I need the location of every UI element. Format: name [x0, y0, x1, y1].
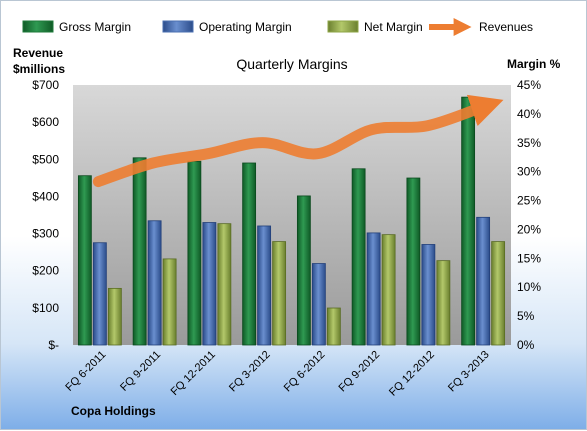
operating-margin-bar — [147, 220, 162, 346]
left-tick-label: $600 — [32, 115, 59, 129]
right-axis: 0% 5% 10% 15% 20% 25% 30% 35% 40% 45% — [517, 78, 541, 352]
net-margin-bar — [326, 307, 341, 346]
company-label: Copa Holdings — [71, 404, 156, 418]
left-tick-label: $100 — [32, 301, 59, 315]
operating-margin-bar — [421, 244, 436, 346]
chart-title: Quarterly Margins — [236, 56, 347, 72]
right-tick-label: 40% — [517, 107, 541, 121]
left-tick-label: $- — [48, 338, 59, 352]
left-axis-label-line2: $millions — [13, 62, 65, 76]
right-tick-label: 35% — [517, 136, 541, 150]
right-tick-label: 15% — [517, 251, 541, 265]
right-tick-label: 20% — [517, 222, 541, 236]
right-tick-label: 30% — [517, 165, 541, 179]
legend-swatch — [327, 20, 359, 33]
gross-margin-bar — [406, 177, 421, 346]
right-tick-label: 45% — [517, 78, 541, 92]
operating-margin-bar — [92, 242, 107, 346]
left-axis-label-line1: Revenue — [13, 46, 63, 60]
gross-margin-bar — [187, 160, 202, 346]
left-tick-label: $500 — [32, 152, 59, 166]
left-tick-label: $300 — [32, 227, 59, 241]
left-tick-label: $700 — [32, 78, 59, 92]
left-tick-label: $400 — [32, 189, 59, 203]
legend: Gross Margin Operating Margin Net Margin Re… — [22, 18, 533, 36]
net-margin-bar — [436, 260, 451, 346]
x-tick-label: FQ 12-2012 — [387, 349, 437, 399]
net-margin-bar — [217, 223, 232, 346]
operating-margin-bar — [202, 222, 217, 346]
operating-margin-bar — [366, 232, 381, 346]
x-tick-label: FQ 6-2012 — [282, 349, 328, 395]
x-tick-label: FQ 3-2013 — [446, 349, 492, 395]
x-tick-label: FQ 6-2011 — [63, 349, 108, 394]
legend-label: Net Margin — [364, 20, 423, 34]
gross-margin-bar — [77, 175, 92, 346]
x-axis: FQ 6-2011 FQ 9-2011 FQ 12-2011 FQ 3-2012 FQ … — [63, 349, 491, 399]
left-tick-label: $200 — [32, 264, 59, 278]
revenue-line — [92, 94, 504, 188]
x-tick-label: FQ 9-2012 — [337, 349, 383, 395]
legend-swatch — [22, 20, 54, 33]
net-margin-bar — [162, 258, 177, 346]
right-tick-label: 25% — [517, 194, 541, 208]
operating-margin-bar — [476, 216, 491, 346]
right-axis-label: Margin % — [507, 57, 561, 71]
legend-label: Revenues — [479, 20, 533, 34]
net-margin-bar — [272, 241, 287, 346]
gross-margin-bar — [351, 168, 366, 346]
legend-label: Gross Margin — [59, 20, 131, 34]
legend-swatch — [162, 20, 194, 33]
gross-margin-bar — [132, 157, 147, 346]
gross-margin-bar — [296, 195, 311, 346]
gross-margin-bar — [242, 162, 257, 346]
operating-margin-bar — [311, 263, 326, 346]
revenue-line-group — [92, 94, 504, 188]
right-tick-label: 0% — [517, 338, 535, 352]
net-margin-bar — [381, 234, 396, 346]
right-tick-label: 5% — [517, 309, 535, 323]
left-axis: $- $100 $200 $300 $400 $500 $600 $700 — [32, 78, 59, 352]
x-tick-label: FQ 3-2012 — [227, 349, 273, 395]
bars — [77, 96, 506, 346]
gross-margin-bar — [461, 96, 476, 346]
net-margin-bar — [491, 241, 506, 346]
legend-label: Operating Margin — [199, 20, 292, 34]
x-tick-label: FQ 9-2011 — [118, 349, 163, 394]
x-tick-label: FQ 12-2011 — [169, 349, 218, 398]
operating-margin-bar — [257, 225, 272, 346]
net-margin-bar — [107, 287, 122, 346]
right-tick-label: 10% — [517, 280, 541, 294]
